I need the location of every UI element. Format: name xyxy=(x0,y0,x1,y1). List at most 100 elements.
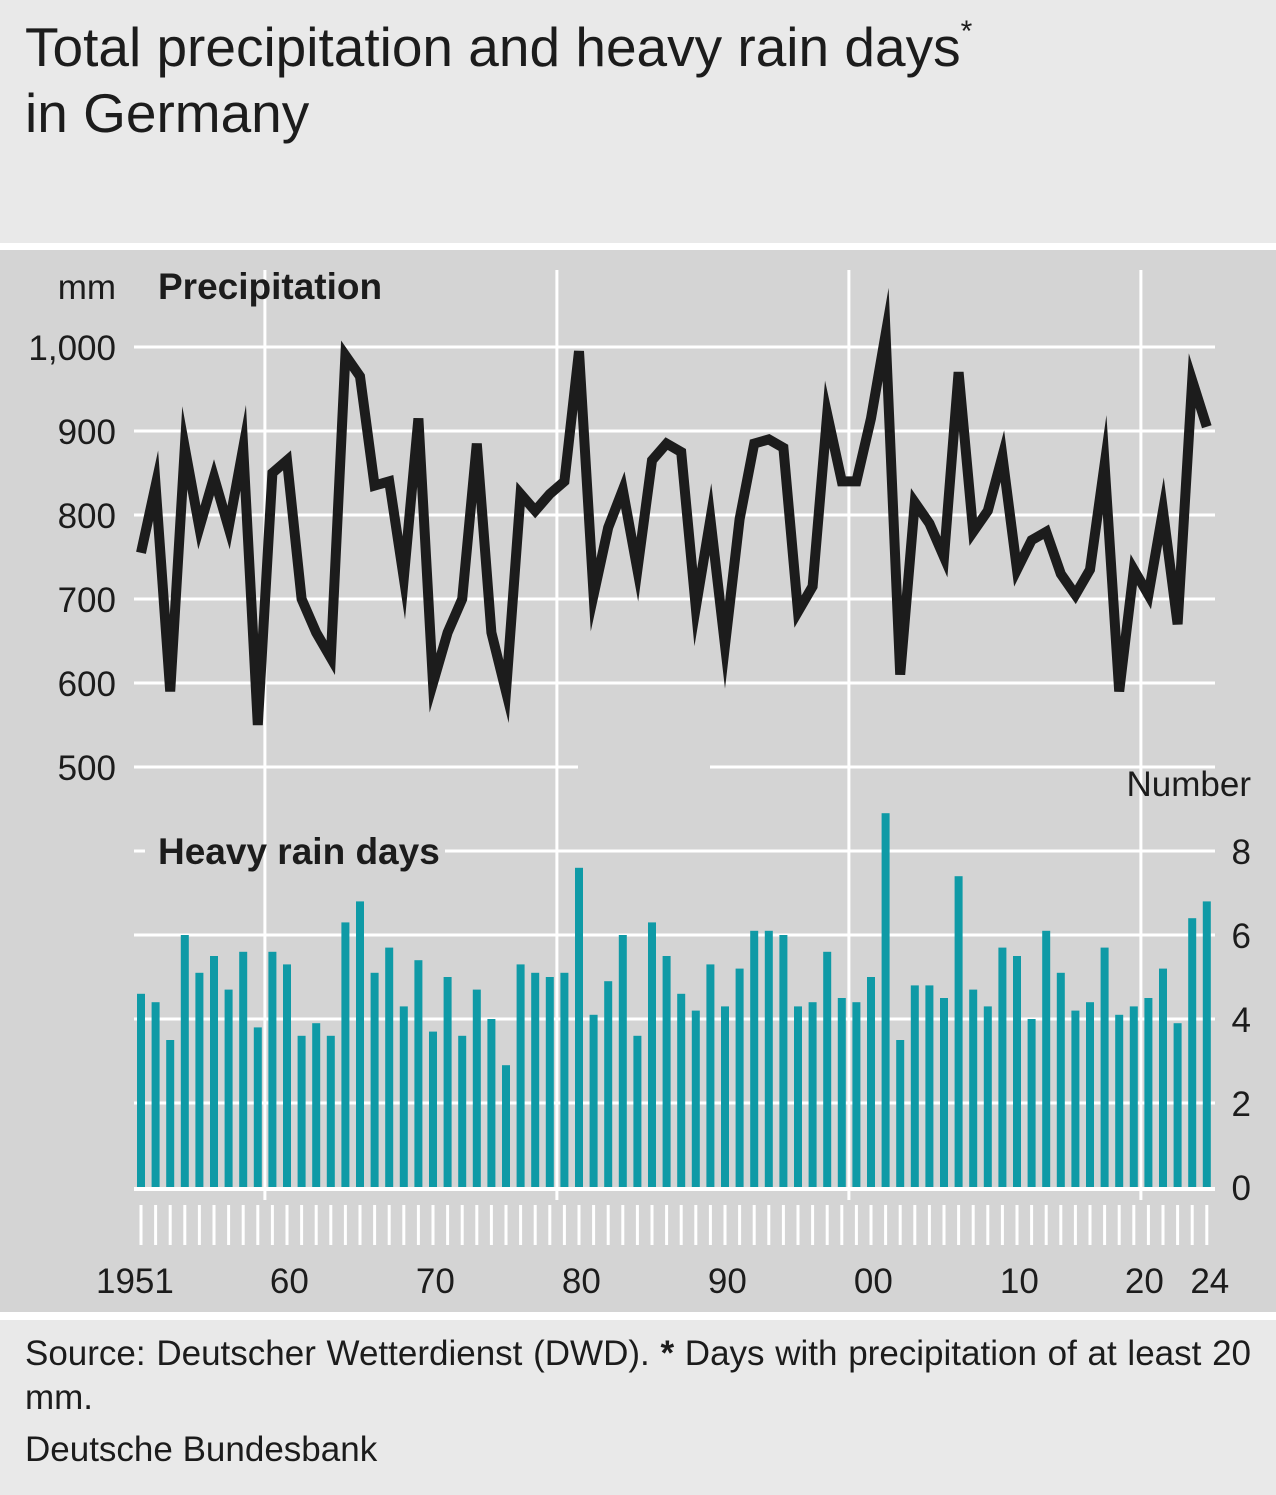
bar-1965 xyxy=(341,922,350,1187)
bar-2005 xyxy=(925,985,934,1187)
bar-2024 xyxy=(1202,901,1211,1187)
bar-2015 xyxy=(1071,1010,1080,1187)
bar-1970 xyxy=(414,960,423,1187)
xtick-label-1990: 90 xyxy=(708,1262,747,1301)
bar-1951 xyxy=(137,993,145,1187)
ytick-precip-600: 600 xyxy=(58,665,116,704)
bar-1958 xyxy=(239,951,248,1187)
bar-2018 xyxy=(1115,1014,1124,1187)
header: Total precipitation and heavy rain days*… xyxy=(0,0,1276,243)
bar-1995 xyxy=(779,935,788,1187)
bar-1994 xyxy=(764,930,773,1187)
bar-2004 xyxy=(910,985,919,1187)
bar-2020 xyxy=(1144,998,1153,1187)
bar-1977 xyxy=(516,964,525,1187)
bar-2014 xyxy=(1056,972,1065,1187)
bar-1952 xyxy=(151,1002,160,1187)
bar-2023 xyxy=(1188,918,1197,1187)
bar-1992 xyxy=(735,968,744,1187)
bar-1997 xyxy=(808,1002,817,1187)
ytick-precip-1000: 1,000 xyxy=(28,329,116,368)
bar-1978 xyxy=(531,972,540,1187)
bar-1961 xyxy=(283,964,291,1187)
bar-1990 xyxy=(706,964,715,1187)
xtick-label-1970: 70 xyxy=(416,1262,455,1301)
bars-panel-title: Heavy rain days xyxy=(158,831,440,872)
ytick-bars-8: 8 xyxy=(1232,833,1251,872)
title-line-1: Total precipitation and heavy rain days xyxy=(25,16,961,78)
line-layer xyxy=(136,287,1212,726)
xtick-label-1960: 60 xyxy=(270,1262,309,1301)
ytick-bars-4: 4 xyxy=(1232,1001,1251,1040)
xtick-label-1980: 80 xyxy=(562,1262,601,1301)
bar-1953 xyxy=(166,1040,175,1187)
bar-1971 xyxy=(429,1031,437,1187)
bar-1955 xyxy=(195,972,204,1187)
bar-1996 xyxy=(794,1006,802,1187)
xtick-label-2024: 24 xyxy=(1190,1262,1229,1301)
ytick-precip-700: 700 xyxy=(58,581,116,620)
page-title: Total precipitation and heavy rain days*… xyxy=(25,14,972,146)
bar-2002 xyxy=(881,813,890,1187)
bar-2017 xyxy=(1100,947,1109,1187)
bar-2007 xyxy=(954,876,963,1187)
publisher: Deutsche Bundesbank xyxy=(25,1430,378,1469)
bar-1968 xyxy=(385,947,394,1187)
bar-1988 xyxy=(677,993,686,1187)
bar-1986 xyxy=(648,922,656,1187)
bar-2009 xyxy=(983,1006,992,1187)
bar-1966 xyxy=(356,901,364,1187)
bar-2016 xyxy=(1086,1002,1094,1187)
bar-1975 xyxy=(487,1019,496,1187)
bar-1960 xyxy=(268,951,277,1187)
bar-2021 xyxy=(1159,968,1167,1187)
ytick-precip-500: 500 xyxy=(58,749,116,788)
bar-1982 xyxy=(589,1014,598,1187)
ytick-precip-900: 900 xyxy=(58,413,116,452)
note-text: Days with precipitation of at least 20 m… xyxy=(25,1334,1252,1417)
bar-1989 xyxy=(691,1010,700,1187)
top-divider xyxy=(0,243,1276,250)
bar-1964 xyxy=(326,1035,335,1187)
bar-2008 xyxy=(969,989,978,1187)
bars-unit-label: Number xyxy=(1127,765,1252,804)
bar-1954 xyxy=(180,935,189,1187)
bar-2013 xyxy=(1042,930,1051,1187)
bar-1979 xyxy=(545,977,554,1187)
bar-1963 xyxy=(312,1023,321,1187)
bar-1981 xyxy=(575,867,583,1187)
bar-2010 xyxy=(998,947,1007,1187)
bar-1976 xyxy=(502,1065,510,1187)
bar-1980 xyxy=(560,972,569,1187)
note-marker: * xyxy=(660,1334,675,1373)
bar-1993 xyxy=(750,930,759,1187)
chart-panel: 500 600 700 800 900 1,000 0 2 4 6 8 1951 60 70 80 90 00 1… xyxy=(0,250,1276,1312)
bars-layer xyxy=(137,813,1211,1187)
ytick-precip-800: 800 xyxy=(58,497,116,536)
source-note: Source: Deutscher Wetterdienst (DWD). * … xyxy=(25,1332,1251,1420)
bar-1983 xyxy=(604,981,613,1187)
ytick-bars-6: 6 xyxy=(1232,917,1251,956)
bar-1969 xyxy=(399,1006,408,1187)
bar-2011 xyxy=(1013,956,1021,1187)
bar-2019 xyxy=(1129,1006,1138,1187)
xtick-label-1951: 1951 xyxy=(96,1262,174,1301)
bar-1985 xyxy=(633,1035,642,1187)
bar-2006 xyxy=(940,998,948,1187)
title-asterisk: * xyxy=(960,14,973,48)
bar-2012 xyxy=(1027,1019,1036,1187)
ytick-bars-0: 0 xyxy=(1232,1169,1251,1208)
bar-1984 xyxy=(618,935,627,1187)
precipitation-series-line xyxy=(136,287,1212,726)
bar-1974 xyxy=(472,989,481,1187)
bar-1967 xyxy=(370,972,379,1187)
bar-1999 xyxy=(837,998,846,1187)
bar-2000 xyxy=(852,1002,861,1187)
title-line-2: in Germany xyxy=(25,82,310,144)
bar-1987 xyxy=(662,956,671,1187)
xtick-label-2020: 20 xyxy=(1125,1262,1164,1301)
bar-1962 xyxy=(297,1035,306,1187)
precip-panel-title: Precipitation xyxy=(158,266,382,307)
